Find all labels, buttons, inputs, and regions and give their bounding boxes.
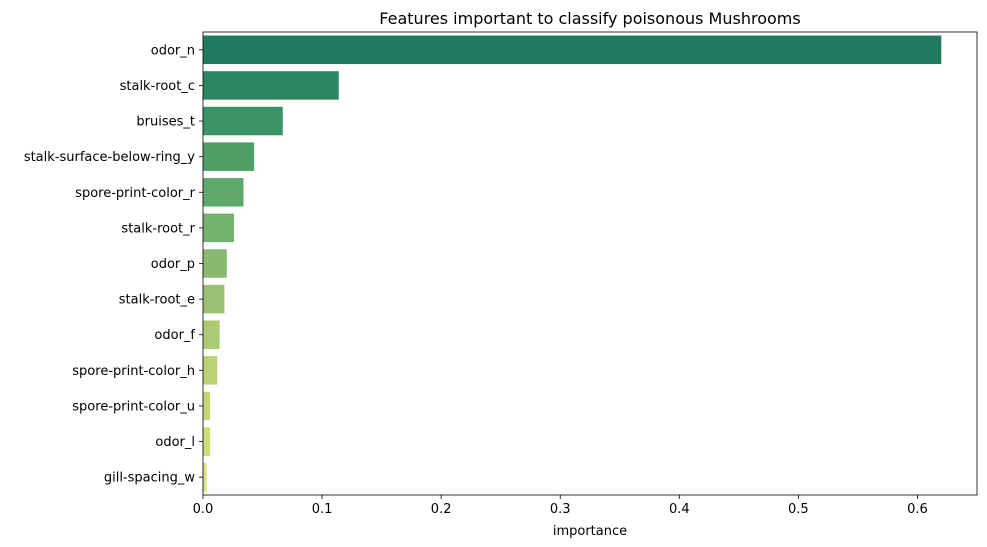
x-tick-label: 0.5: [788, 502, 809, 517]
x-tick-label: 0.1: [312, 502, 333, 517]
bar-stalk-surface-below-ring_y: [203, 142, 255, 171]
bar-odor_l: [203, 427, 211, 456]
y-tick-label: spore-print-color_r: [75, 186, 195, 201]
x-tick-label: 0.4: [669, 502, 690, 517]
y-tick-label: gill-spacing_w: [104, 471, 196, 486]
chart-title: Features important to classify poisonous…: [379, 9, 800, 28]
x-tick-label: 0.2: [431, 502, 452, 517]
x-tick-label: 0.3: [550, 502, 571, 517]
y-tick-label: spore-print-color_u: [72, 399, 195, 414]
bar-spore-print-color_r: [203, 178, 244, 207]
y-tick-label: spore-print-color_h: [72, 364, 195, 379]
bar-odor_f: [203, 320, 220, 349]
y-tick-label: stalk-root_c: [120, 79, 195, 94]
y-tick-label: odor_n: [151, 43, 195, 58]
x-axis-label: importance: [553, 524, 627, 539]
bar-spore-print-color_h: [203, 356, 218, 385]
y-tick-label: stalk-root_r: [121, 221, 195, 236]
bar-spore-print-color_u: [203, 391, 211, 421]
bar-gill-spacing_w: [203, 462, 207, 492]
x-axis-ticks: 0.0 0.1 0.2 0.3 0.4 0.5 0.6: [193, 495, 928, 517]
bar-stalk-root_e: [203, 284, 225, 314]
y-tick-label: odor_p: [151, 257, 195, 272]
y-tick-label: odor_l: [155, 435, 195, 450]
bars-group: [203, 35, 942, 492]
bar-stalk-root_c: [203, 71, 339, 100]
bar-stalk-root_r: [203, 213, 234, 243]
y-tick-label: odor_f: [154, 328, 195, 343]
y-tick-label: stalk-surface-below-ring_y: [24, 150, 195, 165]
y-axis-ticks: odor_n stalk-root_c bruises_t stalk-surface…: [24, 43, 203, 486]
plot-frame: [202, 31, 978, 496]
x-tick-label: 0.0: [193, 502, 214, 517]
y-tick-label: bruises_t: [136, 115, 195, 130]
bar-odor_p: [203, 249, 227, 278]
y-tick-label: stalk-root_e: [119, 293, 195, 308]
bar-bruises_t: [203, 106, 283, 136]
bar-odor_n: [203, 35, 942, 65]
x-tick-label: 0.6: [907, 502, 928, 517]
